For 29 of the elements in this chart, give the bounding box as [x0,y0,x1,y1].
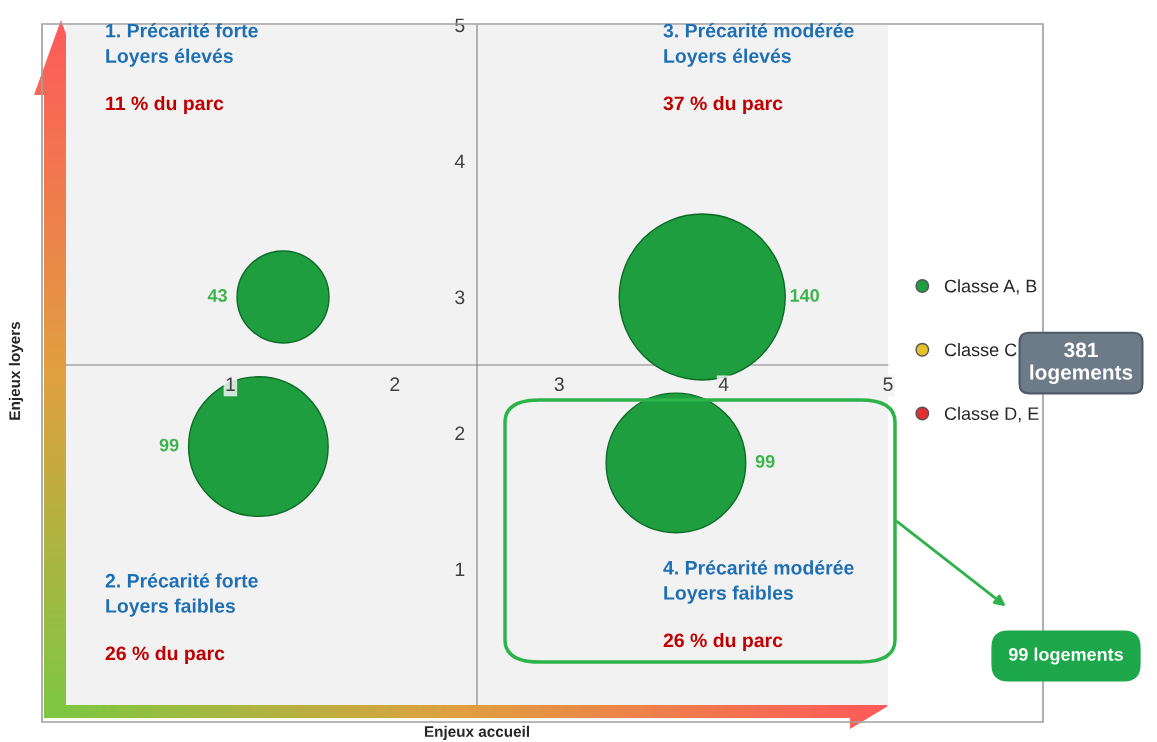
annotation: 2. Précarité forte Loyers faibles [105,573,258,617]
annotation: 3. Précarité modérée Loyers élevés [663,23,854,67]
x-tick-label: 2 [390,377,400,391]
data-label: 140 [790,289,819,302]
y-axis-title: Enjeux loyers [8,321,24,420]
legend-label: Classe C [944,342,1017,357]
x-axis-title: Enjeux accueil [424,725,529,740]
legend-label: Classe A, B [944,279,1037,295]
y-tick-label: 5 [455,18,465,33]
y-tick-label: 4 [454,154,465,169]
annotation: 26 % du parc [105,645,225,665]
x-tick-label: 4 [718,377,729,391]
text: 381 logements [1030,342,1133,384]
y-tick-label: 3 [455,290,465,305]
data-label: 99 [159,438,179,452]
annotation: 1. Précarité forte Loyers élevés [106,23,258,67]
annotation: 26 % du parc [663,632,783,652]
annotation: 11 % du parc [106,95,224,115]
legend-label: Classe D, E [944,406,1039,423]
text: 99 logements [1008,647,1123,665]
x-tick-label: 3 [554,377,564,392]
data-label: 99 [755,454,775,468]
y-tick-label: 2 [455,426,465,441]
data-label: 43 [207,289,227,302]
annotation: 4. Précarité modérée Loyers faibles [663,560,854,604]
annotation: 37 % du parc [663,95,783,115]
x-tick-label: 1 [226,377,235,391]
x-tick-label: 5 [883,377,893,392]
y-tick-label: 1 [455,562,465,577]
